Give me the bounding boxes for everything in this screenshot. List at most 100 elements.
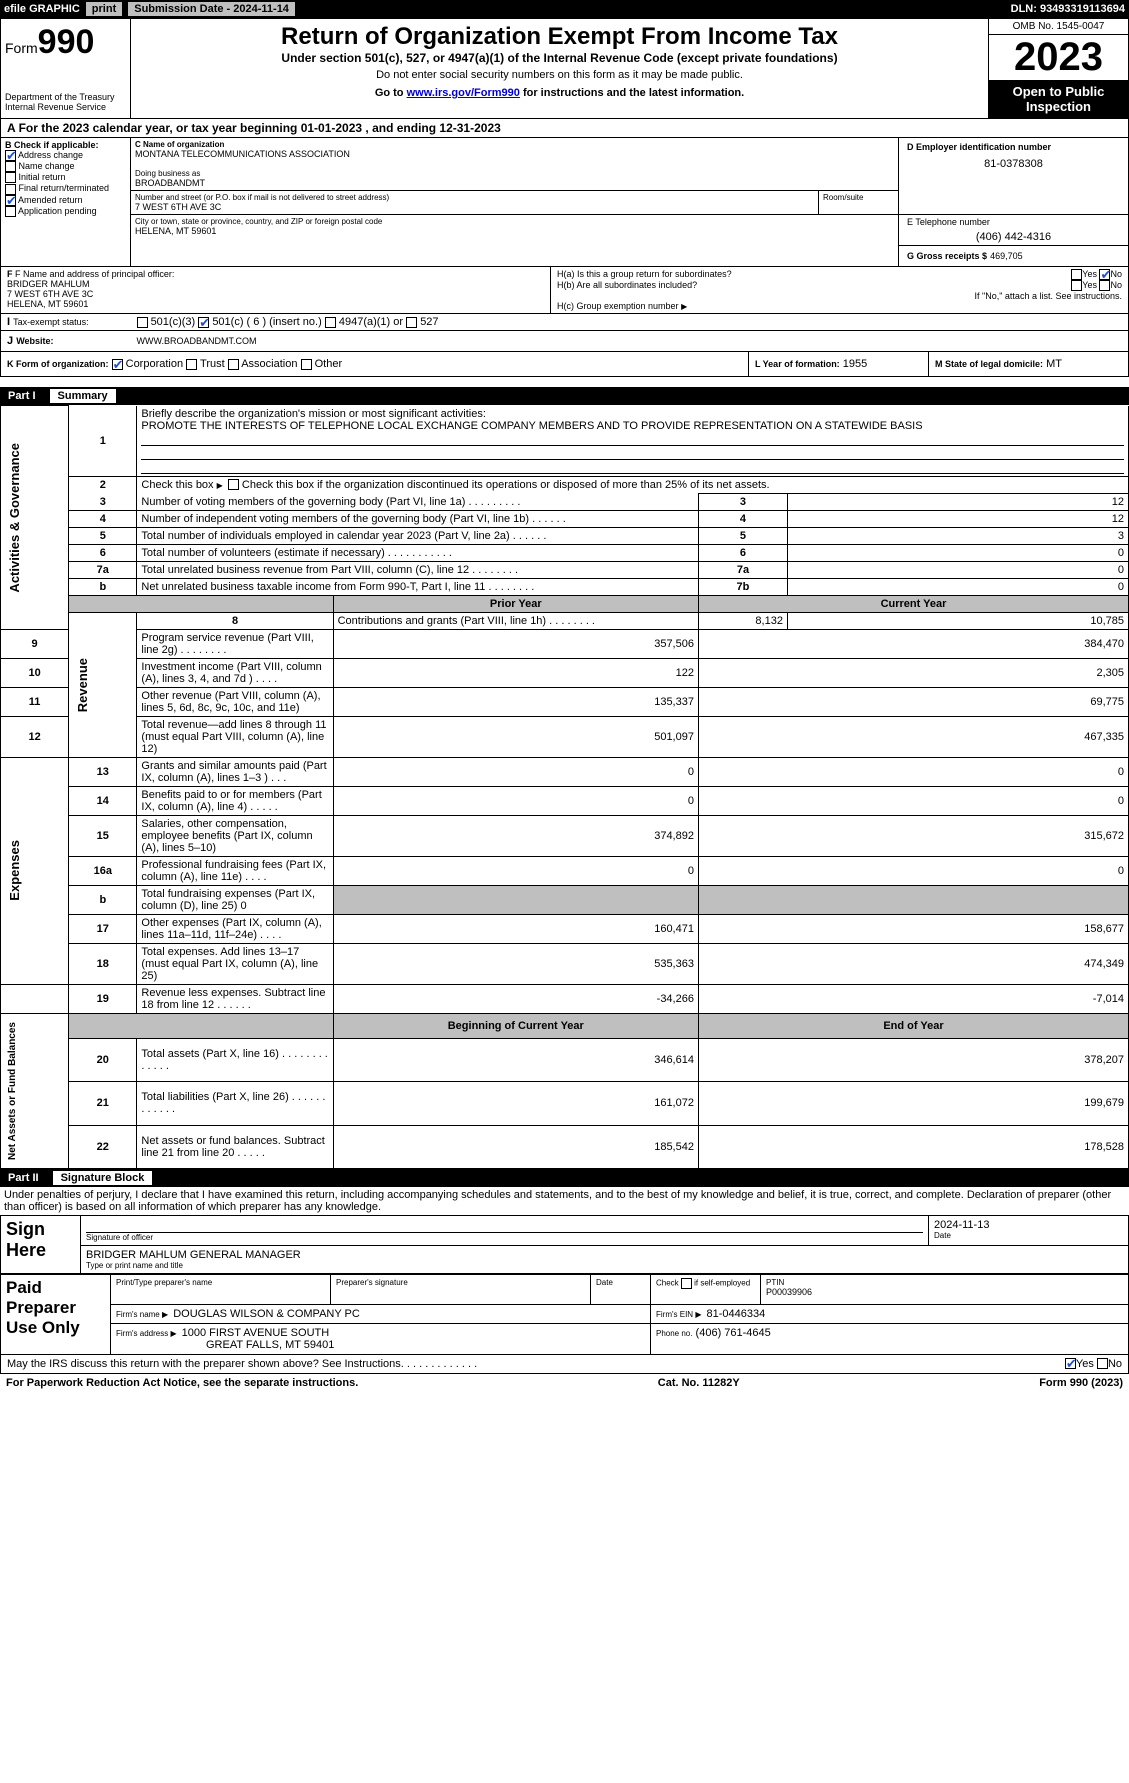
officer-block: F F Name and address of principal office… [0,267,1129,314]
c-name-label: C Name of organization [135,140,894,149]
discuss-no[interactable] [1097,1358,1108,1369]
officer-name: BRIDGER MAHLUM [7,279,544,289]
check-trust[interactable] [186,359,197,370]
hb-yes[interactable] [1071,280,1082,291]
d-ein-label: D Employer identification number [907,142,1120,152]
part1-header: Part I Summary [0,387,1129,405]
form-subtitle-2: Do not enter social security numbers on … [139,69,980,81]
city-label: City or town, state or province, country… [135,217,894,226]
check-initial-return[interactable] [5,172,16,183]
v6: 0 [787,544,1128,561]
g-gross-label: G Gross receipts $ [907,251,987,261]
hc-label: H(c) Group exemption number [557,301,1122,311]
ha-no[interactable] [1099,269,1110,280]
street-value: 7 WEST 6TH AVE 3C [135,202,814,212]
check-name-change[interactable] [5,161,16,172]
check-self-employed[interactable] [681,1278,692,1289]
org-name: MONTANA TELECOMMUNICATIONS ASSOCIATION [135,149,894,159]
hb-label: H(b) Are all subordinates included? Yes … [557,280,1122,291]
c8: 10,785 [787,612,1128,629]
firm-ein: 81-0446334 [707,1308,766,1320]
identity-block: B Check if applicable: Address change Na… [0,138,1129,267]
check-501c3[interactable] [137,317,148,328]
dept-treasury: Department of the Treasury [5,92,126,102]
part2-header: Part II Signature Block [0,1169,1129,1187]
side-activities: Activities & Governance [5,437,24,599]
check-501c[interactable] [198,317,209,328]
irs-label: Internal Revenue Service [5,102,126,112]
officer-city: HELENA, MT 59601 [7,299,544,309]
ein-value: 81-0378308 [907,158,1120,170]
open-public: Open to Public Inspection [989,80,1128,118]
ptin: P00039906 [766,1287,1123,1297]
page-footer: For Paperwork Reduction Act Notice, see … [0,1374,1129,1392]
v5: 3 [787,527,1128,544]
paid-preparer-block: Paid Preparer Use Only Print/Type prepar… [0,1274,1129,1355]
check-corp[interactable] [112,359,123,370]
check-assoc[interactable] [228,359,239,370]
v3: 12 [787,493,1128,510]
check-4947[interactable] [325,317,336,328]
officer-signature-name: BRIDGER MAHLUM GENERAL MANAGER [86,1249,1123,1261]
dln: DLN: 93493319113694 [1011,3,1125,15]
city-value: HELENA, MT 59601 [135,226,894,236]
v7b: 0 [787,578,1128,595]
irs-link[interactable]: www.irs.gov/Form990 [407,87,520,99]
v7a: 0 [787,561,1128,578]
firm-phone: (406) 761-4645 [696,1327,771,1339]
side-revenue: Revenue [73,652,92,718]
f-label: F F Name and address of principal office… [7,269,544,279]
side-netassets: Net Assets or Fund Balances [5,1016,20,1166]
check-527[interactable] [406,317,417,328]
tax-status-row: 501(c)(3) 501(c) ( 6 ) (insert no.) 4947… [131,314,1129,331]
summary-table: Activities & Governance 1 Briefly descri… [0,405,1129,1169]
form-subtitle-1: Under section 501(c), 527, or 4947(a)(1)… [139,51,980,65]
form-instructions-link-row: Go to www.irs.gov/Form990 for instructio… [139,87,980,99]
street-label: Number and street (or P.O. box if mail i… [135,193,814,202]
paid-preparer-label: Paid Preparer Use Only [1,1274,111,1354]
sign-date: 2024-11-13 [934,1219,1123,1231]
line-a-taxyear: A For the 2023 calendar year, or tax yea… [0,119,1129,138]
sign-here-label: Sign Here [1,1215,81,1273]
room-label: Room/suite [823,193,894,202]
form-number: Form990 [5,23,126,62]
side-expenses: Expenses [5,834,24,907]
discuss-row: May the IRS discuss this return with the… [0,1355,1129,1374]
check-amended[interactable] [5,195,16,206]
submission-date: Submission Date - 2024-11-14 [128,2,295,16]
check-address-change[interactable] [5,150,16,161]
ha-yes[interactable] [1071,269,1082,280]
check-other[interactable] [301,359,312,370]
hb-no[interactable] [1099,280,1110,291]
status-block: I Tax-exempt status: 501(c)(3) 501(c) ( … [0,314,1129,352]
sign-block: Sign Here Signature of officer 2024-11-1… [0,1215,1129,1274]
phone-value: (406) 442-4316 [907,231,1120,243]
check-discontinued[interactable] [228,479,239,490]
discuss-yes[interactable] [1065,1358,1076,1369]
firm-name: DOUGLAS WILSON & COMPANY PC [173,1308,360,1320]
form-title: Return of Organization Exempt From Incom… [139,23,980,51]
form-header: Form990 Department of the Treasury Inter… [0,18,1129,119]
klm-block: K Form of organization: Corporation Trus… [0,352,1129,377]
tax-year: 2023 [989,35,1128,80]
firm-address2: GREAT FALLS, MT 59401 [206,1339,334,1351]
gross-receipts: 469,705 [990,251,1023,261]
website: WWW.BROADBANDMT.COM [137,336,257,346]
efile-label: efile GRAPHIC [4,3,80,15]
firm-address1: 1000 FIRST AVENUE SOUTH [182,1327,330,1339]
hb-note: If "No," attach a list. See instructions… [557,291,1122,301]
year-formation: 1955 [843,358,867,370]
dba-label: Doing business as [135,169,894,178]
officer-street: 7 WEST 6TH AVE 3C [7,289,544,299]
e-phone-label: E Telephone number [907,217,1120,227]
topbar: efile GRAPHIC print Submission Date - 20… [0,0,1129,18]
mission: PROMOTE THE INTERESTS OF TELEPHONE LOCAL… [141,420,922,432]
ha-label: H(a) Is this a group return for subordin… [557,269,1122,280]
b-label: B Check if applicable: [5,140,126,150]
print-button[interactable]: print [86,2,122,16]
dba-value: BROADBANDMT [135,178,894,188]
v4: 12 [787,510,1128,527]
state-domicile: MT [1046,358,1062,370]
check-application-pending[interactable] [5,206,16,217]
penalty-statement: Under penalties of perjury, I declare th… [0,1187,1129,1215]
